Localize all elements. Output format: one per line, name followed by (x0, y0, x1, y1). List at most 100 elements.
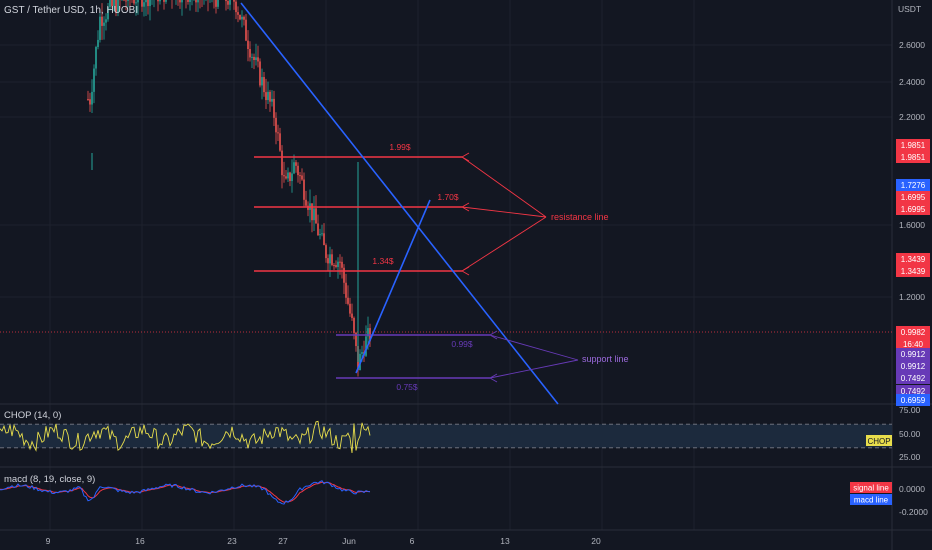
macd-legend-label: signal line (853, 484, 889, 493)
x-axis-tick: 27 (278, 536, 288, 546)
candle-body (147, 0, 149, 7)
y-axis-tick: 2.6000 (899, 40, 925, 50)
candle-body (235, 1, 237, 13)
candle-body (97, 39, 99, 47)
candle-body (341, 261, 343, 268)
candle-body (109, 0, 111, 8)
x-axis-tick: Jun (342, 536, 356, 546)
candle-body (303, 179, 305, 200)
price-tag-label: 0.7492 (901, 387, 926, 396)
price-tag-label: 0.9982 (901, 328, 926, 337)
candle-body (331, 254, 333, 266)
candle-body (335, 265, 337, 267)
chart-title: GST / Tether USD, 1h, HUOBI (4, 5, 139, 16)
price-tag (896, 179, 930, 191)
candle-body (217, 0, 219, 7)
arrow-head (461, 202, 470, 212)
candle-body (333, 265, 335, 267)
candle-body (281, 150, 283, 176)
candle-body (275, 117, 277, 133)
candle-body (267, 91, 269, 101)
candle-body (289, 172, 291, 182)
macd-legend-tag (850, 494, 892, 505)
price-tag-label: 1.9851 (901, 141, 926, 150)
annotation-arrow (489, 334, 579, 361)
candle-body (351, 313, 353, 318)
price-tag (896, 348, 930, 360)
price-tag (896, 151, 930, 163)
candle-body (89, 99, 91, 105)
candle-body (285, 176, 287, 179)
level-label: 1.70$ (437, 192, 459, 202)
candle-body (135, 2, 137, 4)
candle-body (343, 267, 345, 283)
downtrend-line (240, 2, 559, 405)
candle-body (255, 57, 257, 61)
candle-body (99, 16, 101, 40)
price-tag (896, 360, 930, 372)
candle-body (93, 68, 95, 92)
candle-body (241, 16, 243, 20)
price-tag (896, 203, 930, 215)
price-tag-label: 0.6959 (901, 396, 926, 405)
annotation-arrow (489, 359, 579, 379)
candle-body (163, 0, 165, 2)
level-label: 1.99$ (389, 142, 411, 152)
candle-body (297, 165, 299, 176)
annotation-arrow (461, 156, 547, 218)
candle-body (105, 19, 107, 23)
macd-legend-label: macd line (854, 496, 889, 505)
candle-body (253, 56, 255, 61)
candle-body (315, 208, 317, 224)
candle-body (321, 233, 323, 235)
price-tag-label: 0.9912 (901, 350, 926, 359)
price-tag (896, 326, 930, 338)
candle-body (329, 254, 331, 264)
candle-body (243, 16, 245, 20)
annotation-arrow (461, 206, 547, 218)
price-tag (896, 372, 930, 384)
price-tag-label: 1.9851 (901, 153, 926, 162)
candle-body (149, 0, 151, 7)
candle-body (165, 0, 167, 2)
price-tag (896, 139, 930, 151)
price-tag-label: 0.9912 (901, 362, 926, 371)
candle-body (237, 12, 239, 15)
candle-body (263, 77, 265, 93)
arrow-head (461, 266, 470, 276)
candle-body (261, 77, 263, 86)
candle-body (307, 205, 309, 210)
candle-body (111, 0, 113, 7)
candle-body (251, 56, 253, 58)
candle-body (353, 317, 355, 333)
candle-body (347, 297, 349, 304)
candle-body (127, 0, 129, 1)
candle-body (95, 46, 97, 69)
price-tag (896, 394, 930, 406)
candle-body (305, 199, 307, 206)
candle-body (269, 91, 271, 102)
candle-body (249, 49, 251, 58)
resistance-line-label: resistance line (551, 212, 609, 222)
candle-body (91, 91, 93, 105)
candle-body (299, 175, 301, 177)
candle-body (145, 0, 147, 3)
candle-body (141, 0, 143, 7)
candle-body (293, 162, 295, 174)
candle-body (327, 258, 329, 264)
chop-series (0, 420, 371, 454)
candle-body (133, 0, 135, 4)
candle-body (273, 98, 275, 118)
candle-body (313, 208, 315, 221)
macd-axis-tick: 0.0000 (899, 484, 925, 494)
price-tag-label: 1.3439 (901, 255, 926, 264)
chop-value-tag-label: CHOP (867, 437, 890, 446)
candle-body (179, 0, 181, 3)
macd-pane-label: macd (8, 19, close, 9) (4, 474, 96, 485)
grid (0, 0, 892, 531)
candle-body (325, 245, 327, 259)
level-label: 0.75$ (396, 382, 418, 392)
macd-line-series (0, 480, 371, 505)
candle-body (265, 92, 267, 101)
